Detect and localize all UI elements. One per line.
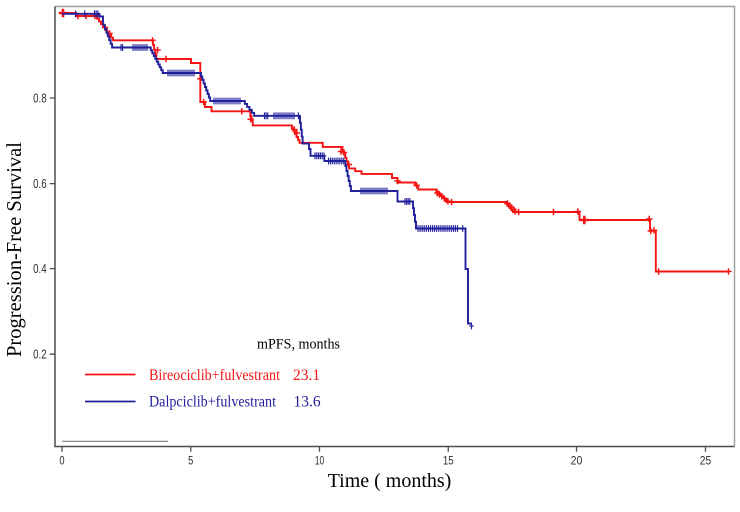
svg-text:Progression-Free Survival: Progression-Free Survival <box>3 142 26 357</box>
svg-text:0.2: 0.2 <box>33 348 47 362</box>
svg-text:5: 5 <box>188 455 193 467</box>
svg-text:0.8: 0.8 <box>33 91 47 105</box>
svg-text:25: 25 <box>700 455 711 467</box>
svg-text:Bireociclib+fulvestrant: Bireociclib+fulvestrant <box>149 367 281 384</box>
svg-text:mPFS, months: mPFS, months <box>257 337 340 353</box>
svg-text:0.4: 0.4 <box>33 262 47 276</box>
svg-text:0: 0 <box>59 455 64 467</box>
svg-text:13.6: 13.6 <box>294 394 321 411</box>
svg-text:20: 20 <box>571 455 583 467</box>
svg-text:Time ( months): Time ( months) <box>328 470 452 492</box>
svg-text:0.6: 0.6 <box>33 177 47 191</box>
svg-text:Dalpciclib+fulvestrant: Dalpciclib+fulvestrant <box>149 394 277 411</box>
svg-text:15: 15 <box>443 455 454 467</box>
svg-text:23.1: 23.1 <box>293 367 320 384</box>
svg-text:10: 10 <box>315 455 325 467</box>
